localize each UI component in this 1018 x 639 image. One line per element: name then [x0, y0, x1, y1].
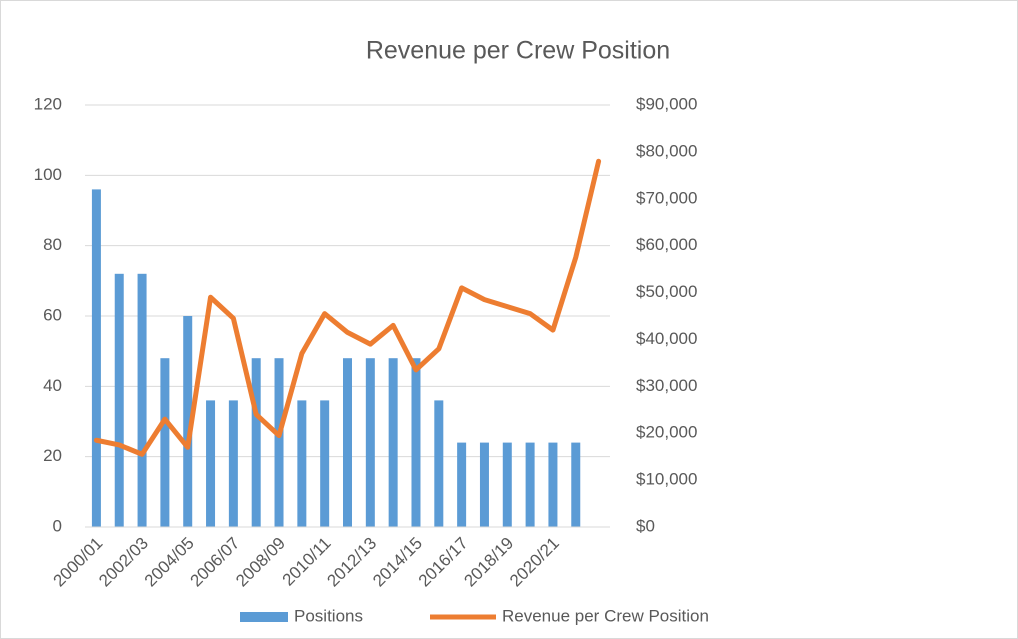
bar [457, 442, 467, 527]
bar [365, 358, 375, 527]
y-tick-label: 60 [43, 305, 62, 324]
y-tick-label: 120 [34, 94, 62, 113]
y2-tick-label: $10,000 [636, 470, 697, 489]
bar [411, 358, 421, 527]
bar [525, 442, 535, 527]
chart-title: Revenue per Crew Position [366, 37, 670, 65]
bar [137, 273, 147, 527]
bar [571, 442, 581, 527]
line [93, 158, 602, 457]
y-tick-label: 0 [53, 516, 62, 535]
y2-tick-label: $90,000 [636, 94, 697, 113]
y-tick-label: 100 [34, 165, 62, 184]
bar [297, 400, 307, 527]
y2-tick-label: $20,000 [636, 423, 697, 442]
y-tick-label: 80 [43, 235, 62, 254]
bar [228, 400, 238, 527]
bar [91, 189, 101, 527]
legend-label: Positions [294, 606, 363, 625]
bar [160, 358, 170, 527]
y2-tick-label: $0 [636, 516, 655, 535]
y2-tick-label: $50,000 [636, 282, 697, 301]
bar [274, 358, 284, 527]
bar [434, 400, 444, 527]
y2-tick-label: $40,000 [636, 329, 697, 348]
bar [343, 358, 352, 527]
legend-swatch [240, 612, 288, 622]
y2-tick-label: $30,000 [636, 376, 697, 395]
y2-tick-label: $80,000 [636, 141, 697, 160]
y-tick-label: 20 [43, 446, 62, 465]
bar [548, 442, 558, 527]
y2-tick-label: $70,000 [636, 188, 697, 207]
y2-tick-label: $60,000 [636, 235, 697, 254]
bar [502, 442, 512, 527]
bar [479, 442, 489, 527]
bar [114, 273, 124, 527]
y-tick-label: 40 [43, 376, 62, 395]
bar [320, 400, 330, 527]
legend-label: Revenue per Crew Position [502, 606, 709, 625]
bar [206, 400, 216, 527]
bar [251, 358, 261, 527]
bar [183, 316, 193, 527]
bar [388, 358, 398, 527]
